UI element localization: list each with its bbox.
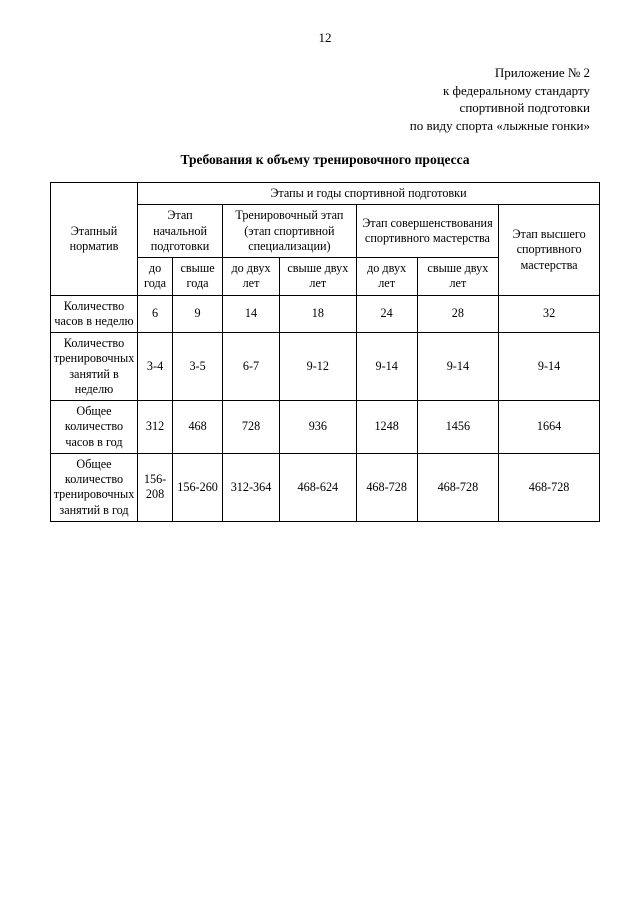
cell: 728 [223, 401, 280, 454]
cell: 6-7 [223, 333, 280, 401]
header-line: Приложение № 2 [50, 64, 590, 82]
cell: 1664 [499, 401, 600, 454]
cell: 468-728 [356, 453, 417, 521]
cell: 32 [499, 295, 600, 333]
cell: 1456 [417, 401, 499, 454]
cell: 9 [173, 295, 223, 333]
cell: 468-728 [499, 453, 600, 521]
col-header-sub: до двух лет [356, 258, 417, 296]
cell: 9-14 [499, 333, 600, 401]
col-header-stage: Этап совершенствования спортивного масте… [356, 205, 498, 258]
page: 12 Приложение № 2 к федеральному стандар… [0, 0, 640, 562]
cell: 9-14 [356, 333, 417, 401]
cell: 9-14 [417, 333, 499, 401]
cell: 936 [279, 401, 356, 454]
cell: 18 [279, 295, 356, 333]
col-header-sub: до двух лет [223, 258, 280, 296]
col-header-sub: до года [138, 258, 173, 296]
row-label: Общее количество тренировочных занятий в… [51, 453, 138, 521]
header-line: спортивной подготовки [50, 99, 590, 117]
cell: 468 [173, 401, 223, 454]
row-label: Количество тренировочных занятий в недел… [51, 333, 138, 401]
row-label: Общее количество часов в год [51, 401, 138, 454]
table-row: Общее количество тренировочных занятий в… [51, 453, 600, 521]
cell: 28 [417, 295, 499, 333]
cell: 312-364 [223, 453, 280, 521]
row-label: Количество часов в неделю [51, 295, 138, 333]
table-row: Количество часов в неделю 6 9 14 18 24 2… [51, 295, 600, 333]
header-line: по виду спорта «лыжные гонки» [50, 117, 590, 135]
cell: 3-5 [173, 333, 223, 401]
training-volume-table: Этапный норматив Этапы и годы спортивной… [50, 182, 600, 522]
cell: 1248 [356, 401, 417, 454]
col-header-sub: свыше года [173, 258, 223, 296]
col-header-stage: Тренировочный этап (этап спортивной спец… [223, 205, 357, 258]
col-header-rowlabel: Этапный норматив [51, 183, 138, 296]
table-row: Общее количество часов в год 312 468 728… [51, 401, 600, 454]
cell: 3-4 [138, 333, 173, 401]
header-line: к федеральному стандарту [50, 82, 590, 100]
cell: 9-12 [279, 333, 356, 401]
col-header-stage: Этап высшего спортивного мастерства [499, 205, 600, 295]
table-header-row: Этапный норматив Этапы и годы спортивной… [51, 183, 600, 205]
col-header-super: Этапы и годы спортивной подготовки [138, 183, 600, 205]
document-appendix-header: Приложение № 2 к федеральному стандарту … [50, 64, 600, 134]
table-row: Количество тренировочных занятий в недел… [51, 333, 600, 401]
page-title: Требования к объему тренировочного проце… [50, 152, 600, 168]
cell: 6 [138, 295, 173, 333]
cell: 24 [356, 295, 417, 333]
col-header-sub: свыше двух лет [279, 258, 356, 296]
cell: 156-260 [173, 453, 223, 521]
cell: 468-728 [417, 453, 499, 521]
page-number: 12 [50, 30, 600, 46]
cell: 468-624 [279, 453, 356, 521]
cell: 14 [223, 295, 280, 333]
cell: 156-208 [138, 453, 173, 521]
col-header-sub: свыше двух лет [417, 258, 499, 296]
col-header-stage: Этап начальной подготовки [138, 205, 223, 258]
cell: 312 [138, 401, 173, 454]
